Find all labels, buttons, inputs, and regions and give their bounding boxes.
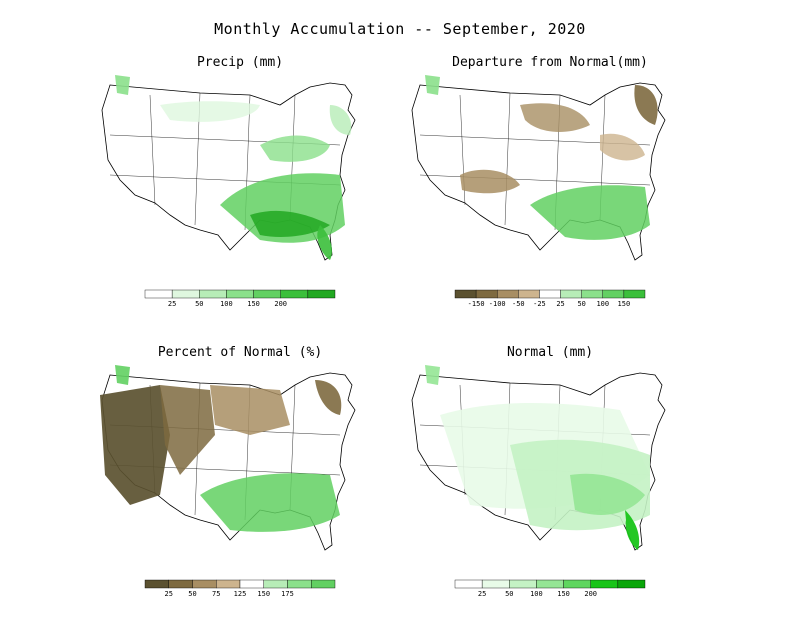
colorbar-swatch	[536, 579, 564, 589]
colorbar-precip: 25 50 100 150 200	[144, 289, 336, 308]
colorbar-swatch	[509, 579, 537, 589]
colorbar-swatch	[307, 289, 336, 299]
colorbar-swatch	[623, 289, 646, 299]
colorbar-swatch	[287, 579, 312, 589]
colorbar-tick-label: 175	[281, 590, 294, 598]
colorbar-tick-label: 50	[188, 590, 196, 598]
colorbar-tick-label: 100	[530, 590, 543, 598]
colorbar-swatch	[171, 289, 200, 299]
colorbar-swatch	[253, 289, 281, 299]
colorbar-swatch	[590, 579, 619, 589]
colorbar-tick-label: 25	[556, 300, 564, 308]
panel-departure: Departure from Normal(mm) -150 -100 -50 -25…	[400, 55, 700, 317]
colorbar-swatch	[280, 289, 309, 299]
colorbar-tick-label: -25	[533, 300, 546, 308]
colorbar-tick-label: 150	[618, 300, 631, 308]
colorbar-swatch	[518, 289, 540, 299]
colorbar-tick-label: 50	[195, 300, 203, 308]
colorbar-tick-label: 25	[478, 590, 486, 598]
colorbar-tick-label: -100	[489, 300, 506, 308]
colorbar-normal: 25 50 100 150 200	[454, 579, 646, 598]
colorbar-tick-label: 150	[557, 590, 570, 598]
colorbar-swatch	[475, 289, 498, 299]
colorbar-swatch	[617, 579, 646, 589]
colorbar-swatch	[563, 579, 591, 589]
colorbar-swatch	[144, 579, 169, 589]
colorbar-swatch	[581, 289, 603, 299]
colorbar-swatch	[539, 289, 561, 299]
colorbar-tick-label: 200	[274, 300, 287, 308]
colorbar-swatch	[144, 289, 173, 299]
colorbar-swatch	[226, 289, 254, 299]
colorbar-swatch	[311, 579, 336, 589]
colorbar-swatch	[560, 289, 582, 299]
colorbar-swatch	[497, 289, 519, 299]
colorbar-swatch	[216, 579, 241, 589]
colorbar-swatch	[199, 289, 227, 299]
colorbar-tick-label: 50	[577, 300, 585, 308]
colorbar-departure: -150 -100 -50 -25 25 50 100 150	[454, 289, 646, 308]
colorbar-tick-label: 75	[212, 590, 220, 598]
panel-percent: Percent of Normal (%) 25 50 75 125 150 175	[90, 345, 390, 607]
colorbar-tick-label: 100	[596, 300, 609, 308]
panel-title: Precip (mm)	[196, 55, 284, 70]
colorbar-tick-label: 150	[247, 300, 260, 308]
colorbar-swatch	[454, 289, 477, 299]
us-map-precip	[101, 75, 356, 261]
colorbar-tick-label: 50	[505, 590, 513, 598]
colorbar-tick-label: 150	[257, 590, 270, 598]
colorbar-swatch	[239, 579, 264, 589]
panel-title: Departure from Normal(mm)	[452, 55, 648, 70]
colorbar-tick-label: 200	[584, 590, 597, 598]
panel-precip: Precip (mm) 25 50 100 150 200	[90, 55, 390, 317]
panel-normal: Normal (mm) 25 50 100 150 200	[400, 345, 700, 607]
figure-title: Monthly Accumulation -- September, 2020	[214, 20, 586, 38]
us-map-departure	[411, 75, 666, 261]
colorbar-swatch	[481, 579, 510, 589]
panel-title: Percent of Normal (%)	[157, 345, 323, 360]
panel-title: Normal (mm)	[506, 345, 594, 360]
us-map-percent	[100, 365, 356, 551]
colorbar-percent: 25 50 75 125 150 175	[144, 579, 336, 598]
colorbar-tick-label: 125	[234, 590, 247, 598]
colorbar-swatch	[192, 579, 217, 589]
us-map-normal	[411, 365, 666, 551]
colorbar-swatch	[168, 579, 193, 589]
colorbar-tick-label: -50	[512, 300, 525, 308]
colorbar-tick-label: 25	[168, 300, 176, 308]
colorbar-tick-label: -150	[468, 300, 485, 308]
colorbar-tick-label: 100	[220, 300, 233, 308]
colorbar-swatch	[454, 579, 483, 589]
colorbar-swatch	[602, 289, 625, 299]
colorbar-tick-label: 25	[165, 590, 173, 598]
colorbar-swatch	[263, 579, 288, 589]
